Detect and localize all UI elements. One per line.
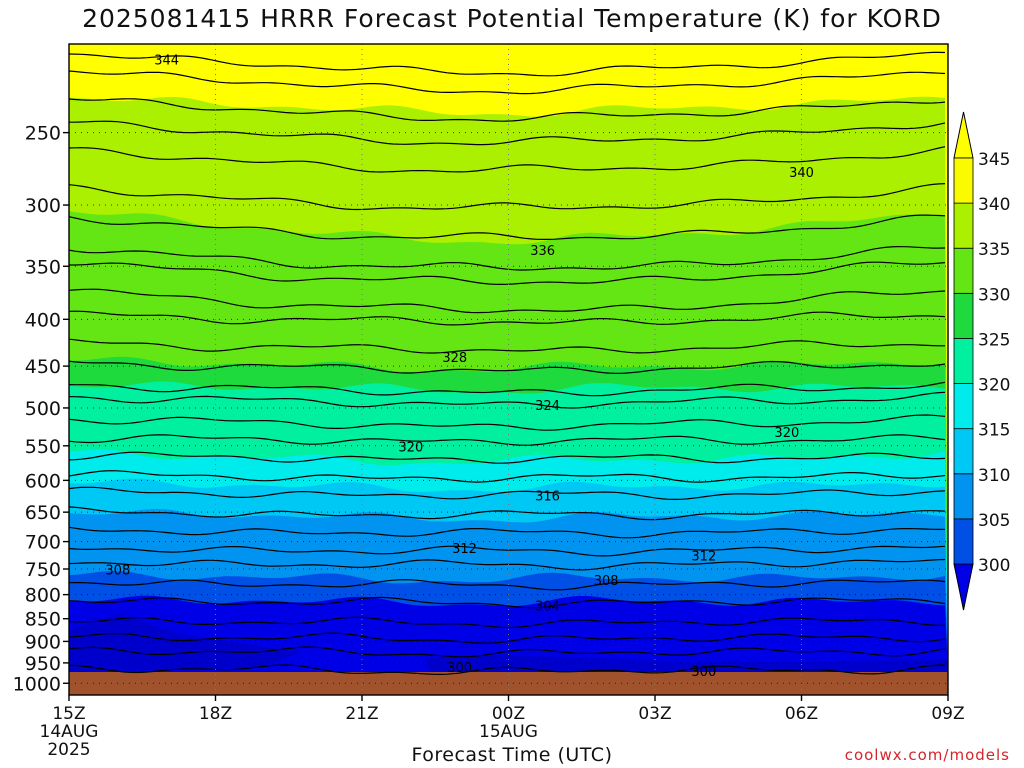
y-tick-label: 350 <box>25 256 61 278</box>
contour-line <box>68 526 946 539</box>
contour-line <box>68 470 946 483</box>
contour-line <box>68 391 946 409</box>
theta-pocket-right <box>425 655 948 672</box>
y-tick-label: 950 <box>25 653 61 675</box>
y-tick-label: 1000 <box>13 673 61 695</box>
colorbar-swatch <box>953 383 974 430</box>
y-tick-label: 500 <box>25 398 61 420</box>
colorbar-swatch <box>953 428 974 475</box>
contour-line <box>68 381 946 397</box>
contour-label: 324 <box>535 399 560 414</box>
colorbar-swatch <box>953 247 974 294</box>
contour-line <box>68 338 945 354</box>
y-tick-label: 650 <box>25 502 61 524</box>
colorbar-tick-label: 335 <box>978 240 1010 260</box>
ground-fill <box>69 672 948 695</box>
colorbar-tick-label: 325 <box>978 330 1010 350</box>
contour-label: 300 <box>691 665 716 680</box>
contour-label: 320 <box>774 426 799 441</box>
colorbar-swatch <box>953 338 974 384</box>
y-tick-label: 600 <box>25 470 61 492</box>
colorbar-tick-label: 320 <box>978 376 1010 396</box>
contour-label: 328 <box>442 351 467 366</box>
y-tick-label: 400 <box>25 309 61 331</box>
x-tick-label: 00Z <box>492 704 525 724</box>
x-tick-label: 18Z <box>199 704 232 724</box>
contour-label: 312 <box>452 542 477 557</box>
theta-pocket-left <box>69 614 300 672</box>
contour-line <box>68 506 946 521</box>
colorbar-swatch <box>953 473 974 520</box>
colorbar-tick-label: 305 <box>978 511 1010 531</box>
x-tick-label: 09Z <box>931 704 964 724</box>
chart-title: 2025081415 HRRR Forecast Potential Tempe… <box>82 4 942 33</box>
y-tick-label: 300 <box>25 195 61 217</box>
y-tick-label: 450 <box>25 356 61 378</box>
contour-line <box>68 310 946 326</box>
y-tick-label: 900 <box>25 631 61 653</box>
contour-line <box>68 288 946 314</box>
colorbar-tick-label: 315 <box>978 421 1010 441</box>
contour-label: 308 <box>105 564 130 579</box>
contour-label: 316 <box>535 489 560 504</box>
contour-line <box>68 545 946 557</box>
contour-label: 320 <box>398 441 423 456</box>
colorbar-swatch <box>953 292 974 339</box>
x-tick-label: 06Z <box>785 704 818 724</box>
colorbar-tick-label: 340 <box>978 195 1010 215</box>
contour-label: 312 <box>691 550 716 565</box>
contour-label: 336 <box>530 244 555 259</box>
contour-label: 304 <box>535 599 560 614</box>
contour-line <box>68 360 946 374</box>
contour-label: 308 <box>594 574 619 589</box>
contour-line <box>68 245 946 271</box>
x-tick-label: 14AUG <box>40 722 99 742</box>
colorbar-tick-label: 310 <box>978 466 1010 486</box>
x-axis-label: Forecast Time (UTC) <box>411 744 613 766</box>
y-tick-label: 750 <box>25 559 61 581</box>
y-tick-label: 800 <box>25 585 61 607</box>
y-tick-label: 250 <box>25 123 61 145</box>
contour-line <box>68 646 946 658</box>
contour-label: 300 <box>447 661 472 676</box>
y-tick-label: 700 <box>25 532 61 554</box>
contour-line <box>68 51 946 77</box>
contour-line <box>68 486 946 501</box>
x-tick-label: 15AUG <box>479 722 538 742</box>
colorbar-tick-label: 300 <box>978 556 1010 576</box>
contour-line <box>68 579 946 591</box>
colorbar-tick-label: 345 <box>978 150 1010 170</box>
contour-line <box>68 214 946 240</box>
colorbar-extend-bottom <box>953 563 974 611</box>
colorbar-swatch <box>953 202 974 249</box>
plot-area: 344 340 336 328 324 320 320 316 312 312 308 308 304 3… <box>13 43 965 760</box>
colorbar: 300 305 310 315 320 325 330 335 340 345 <box>953 111 1010 611</box>
contour-line <box>68 434 946 446</box>
x-tick-label: 03Z <box>638 704 671 724</box>
contour-line <box>68 146 946 173</box>
y-tick-label: 550 <box>25 436 61 458</box>
y-tick-label: 850 <box>25 609 61 631</box>
contour-line <box>68 451 946 464</box>
contour-line <box>68 558 946 571</box>
contour-label: 340 <box>789 166 814 181</box>
colorbar-swatch <box>953 157 974 204</box>
contour-line <box>68 596 946 609</box>
contour-line <box>69 120 946 146</box>
contour-line <box>68 70 946 95</box>
credit-text: coolwx.com/models <box>844 746 1010 764</box>
colorbar-tick-label: 330 <box>978 285 1010 305</box>
x-tick-label: 2025 <box>47 740 90 760</box>
colorbar-extend-top <box>953 111 974 159</box>
contour-line <box>68 183 946 211</box>
x-tick-label: 21Z <box>345 704 378 724</box>
colorbar-swatch <box>953 518 974 565</box>
contour-label: 344 <box>154 54 179 69</box>
x-tick-label: 15Z <box>52 704 85 724</box>
